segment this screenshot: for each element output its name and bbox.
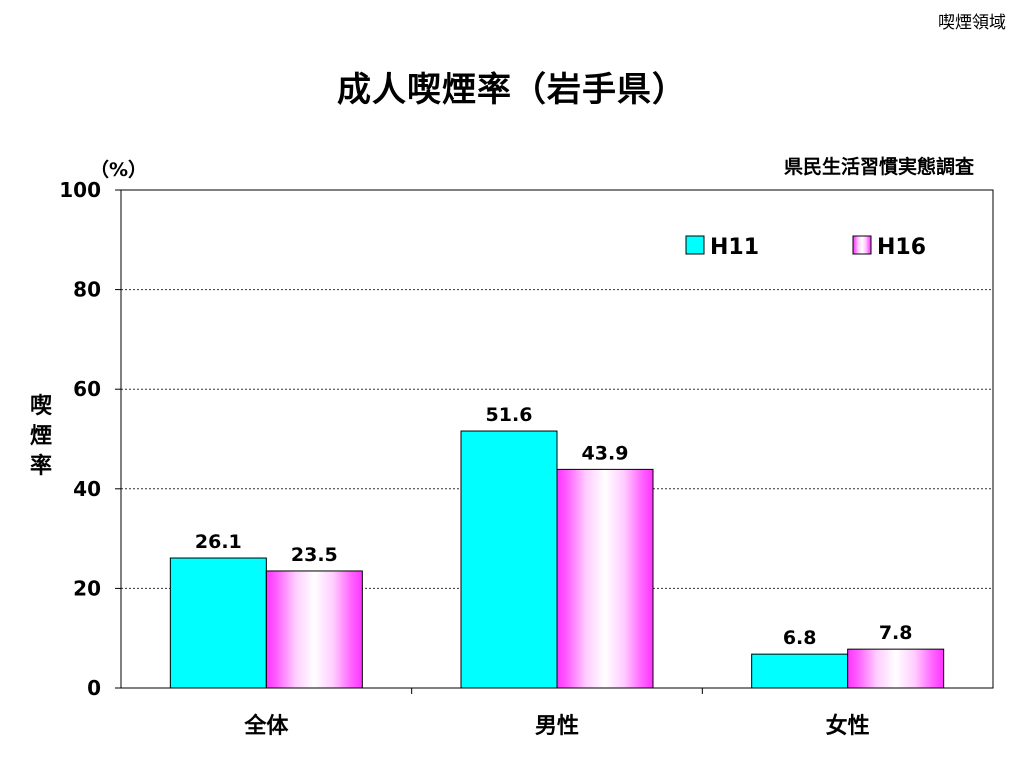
bar-h11-3 [751,653,849,689]
data-label: 43.9 [582,442,629,464]
bar-h11-2 [460,430,558,689]
y-tick-label: 20 [73,576,101,600]
bar-h16-3 [847,648,945,689]
source-label: 県民生活習慣実態調査 [783,156,974,178]
y-axis-label-char: 喫 [29,394,52,419]
y-tick-label: 80 [73,278,101,302]
y-tick-label: 60 [73,377,101,401]
y-axis-label: 喫煙率 [24,392,58,482]
y-unit-label: （%） [90,159,148,181]
y-tick-label: 100 [59,178,101,202]
y-tick-label: 0 [87,676,101,700]
data-label: 51.6 [486,404,533,426]
chart-title: 成人喫煙率（岩手県） [337,70,687,110]
bar-h16-2 [556,468,654,689]
corner-label: 喫煙領域 [938,13,1006,33]
data-label: 26.1 [195,531,242,553]
bar-h16-1 [265,570,363,689]
y-tick-label: 40 [73,477,101,501]
bar-h11-1 [169,557,267,689]
category-label: 全体 [243,713,289,739]
legend-swatch-h11 [685,235,705,255]
y-axis-label-char: 率 [29,454,52,479]
legend-label: H11 [710,235,759,260]
data-label: 6.8 [783,627,817,649]
plot-area-frame [120,189,994,689]
legend-swatch-h16 [852,235,872,255]
y-axis-label-char: 煙 [29,424,52,449]
data-label: 23.5 [291,544,338,566]
category-label: 女性 [826,713,870,739]
category-label: 男性 [535,714,579,739]
data-label: 7.8 [879,622,913,644]
legend-label: H16 [877,235,926,260]
